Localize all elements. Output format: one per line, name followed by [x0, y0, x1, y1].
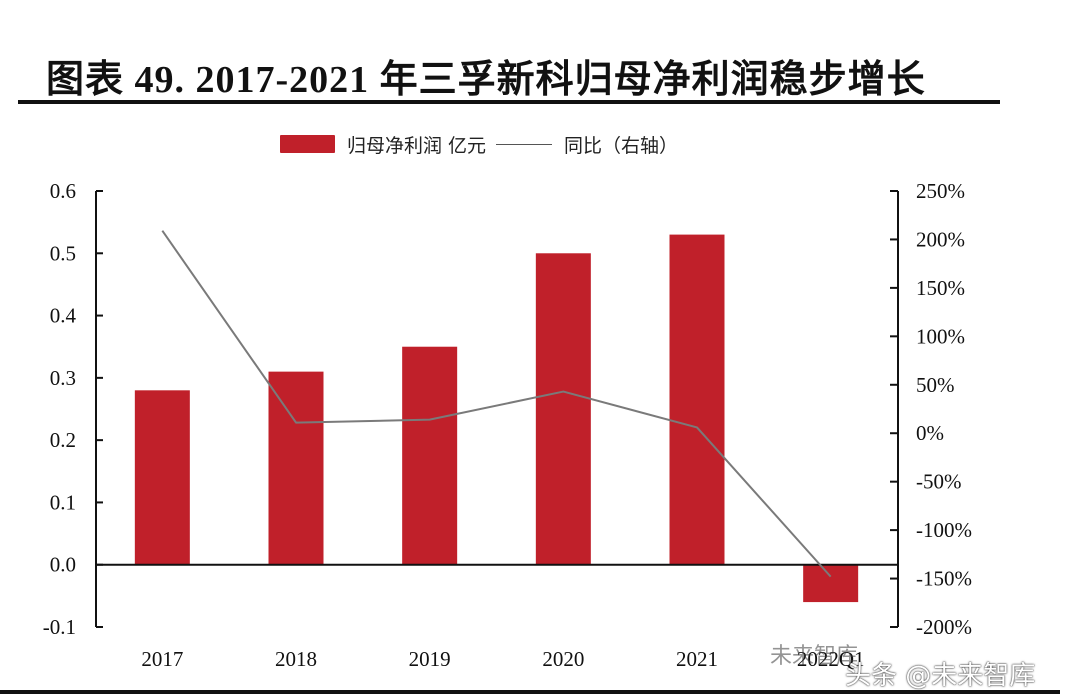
- left-axis-tick-label: 0.0: [50, 553, 76, 577]
- chart-legend: 归母净利润 亿元 同比（右轴）: [280, 130, 678, 158]
- left-axis-tick-label: 0.1: [50, 490, 76, 514]
- right-axis-tick-label: 200%: [916, 227, 965, 251]
- watermark-top: 未来智库: [770, 644, 859, 669]
- title-divider: [18, 100, 1000, 104]
- left-axis-tick-label: 0.5: [50, 241, 76, 265]
- left-axis-tick-label: 0.6: [50, 179, 76, 203]
- right-axis-tick-label: 150%: [916, 276, 965, 300]
- x-axis-category-label: 2020: [542, 647, 584, 671]
- yoy-line: [161, 230, 832, 578]
- left-axis-tick-label: -0.1: [43, 615, 76, 639]
- bar: [268, 371, 324, 565]
- bar: [535, 253, 591, 565]
- right-axis-tick-label: 100%: [916, 324, 965, 348]
- right-axis-tick-label: 250%: [916, 179, 965, 203]
- left-axis-tick-label: 0.3: [50, 366, 76, 390]
- left-axis-tick-label: 0.4: [50, 304, 77, 328]
- watermark-bottom: 头条 @未来智库: [845, 661, 1036, 691]
- bar: [134, 390, 190, 565]
- bar: [402, 346, 458, 565]
- right-axis-tick-label: 50%: [916, 373, 955, 397]
- right-axis-tick-label: 0%: [916, 421, 944, 445]
- x-axis-category-label: 2021: [676, 647, 718, 671]
- right-axis-tick-label: -50%: [916, 470, 962, 494]
- left-axis-tick-label: 0.2: [50, 428, 76, 452]
- x-axis-category-label: 2019: [409, 647, 451, 671]
- bar: [803, 564, 859, 603]
- right-axis-tick-label: -100%: [916, 518, 972, 542]
- bar: [669, 234, 725, 565]
- x-axis-category-label: 2017: [141, 647, 183, 671]
- legend-line-label: 同比（右轴）: [564, 134, 679, 157]
- legend-bar-label: 归母净利润 亿元: [347, 134, 487, 157]
- right-axis-tick-label: -200%: [916, 615, 972, 639]
- legend-bar-swatch: [280, 135, 335, 153]
- x-axis-category-label: 2022Q1: [797, 647, 865, 671]
- x-axis-category-label: 2018: [275, 647, 317, 671]
- bottom-divider: [0, 690, 1060, 694]
- chart-title: 图表 49. 2017-2021 年三孚新科归母净利润稳步增长: [46, 59, 926, 101]
- right-axis-tick-label: -150%: [916, 567, 972, 591]
- legend-line-swatch: [496, 143, 553, 145]
